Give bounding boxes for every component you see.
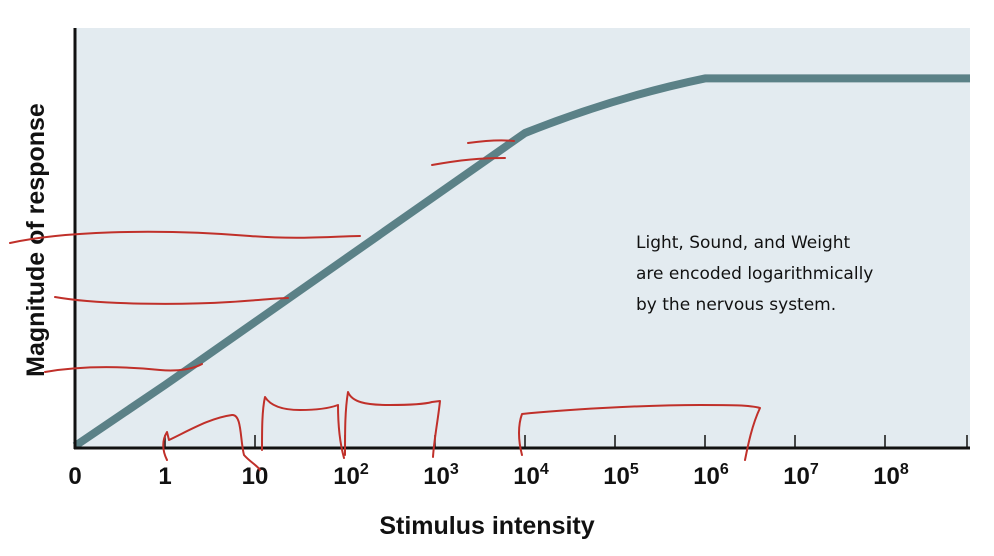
hand-mark	[261, 396, 345, 459]
x-tick-label: 104	[513, 461, 549, 490]
x-tick-label: 103	[423, 461, 459, 490]
hand-mark	[54, 296, 289, 305]
annotation-line: are encoded logarithmically	[636, 264, 874, 284]
annotation-text: Light, Sound, and Weight are encoded log…	[636, 228, 873, 321]
annotation-line: Light, Sound, and Weight	[636, 233, 851, 253]
x-tick-label: 0	[68, 463, 81, 490]
x-tick-label: 102	[333, 461, 369, 490]
hand-mark	[44, 363, 203, 373]
x-axis-title: Stimulus intensity	[379, 512, 594, 540]
x-tick-label: 10	[242, 463, 269, 490]
plot-background	[75, 28, 970, 448]
hand-mark	[162, 414, 261, 471]
hand-mark	[518, 404, 761, 461]
x-tick-label: 1	[158, 463, 171, 490]
annotation-line: by the nervous system.	[636, 295, 837, 315]
x-tick-label: 105	[603, 461, 639, 490]
x-tick-label: 106	[693, 461, 729, 490]
hand-mark	[467, 139, 515, 144]
hand-mark	[344, 391, 441, 458]
x-tick-label: 107	[783, 461, 819, 490]
hand-mark	[431, 157, 506, 166]
handwritten-annotations	[9, 139, 761, 471]
hand-mark	[9, 230, 361, 244]
x-tick-label: 108	[873, 461, 909, 490]
response-curve	[72, 74, 970, 450]
